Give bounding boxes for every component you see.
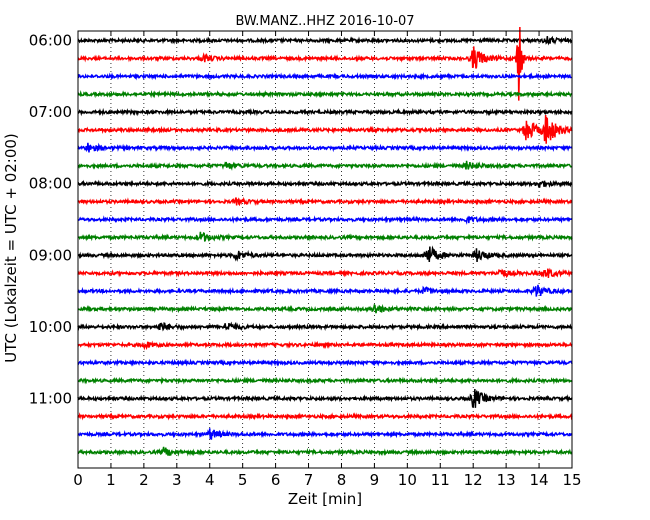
x-tick-label: 9 bbox=[370, 471, 380, 489]
seismic-trace bbox=[77, 340, 573, 351]
x-tick-label: 7 bbox=[304, 471, 314, 489]
seismic-trace bbox=[77, 179, 573, 189]
x-tick-label: 0 bbox=[73, 471, 83, 489]
seismic-trace bbox=[77, 245, 573, 262]
seismic-trace bbox=[77, 27, 573, 101]
seismic-trace bbox=[77, 358, 573, 367]
seismic-trace bbox=[77, 196, 573, 207]
x-tick-label: 5 bbox=[238, 471, 248, 489]
x-tick-label: 14 bbox=[530, 471, 549, 489]
seismic-trace bbox=[77, 35, 573, 46]
seismic-trace bbox=[77, 142, 573, 153]
seismic-trace bbox=[77, 389, 573, 408]
y-tick-label: 10:00 bbox=[29, 318, 72, 336]
seismic-trace bbox=[77, 231, 573, 242]
y-tick-label: 08:00 bbox=[29, 175, 72, 193]
seismic-trace bbox=[77, 303, 573, 314]
x-tick-label: 15 bbox=[562, 471, 581, 489]
seismic-trace bbox=[77, 267, 573, 278]
seismic-trace bbox=[77, 89, 573, 99]
seismic-trace bbox=[77, 321, 573, 332]
x-tick-label: 10 bbox=[398, 471, 417, 489]
y-axis: 06:00 07:00 08:00 09:00 10:00 11:00 bbox=[29, 32, 572, 408]
plot-frame bbox=[77, 30, 573, 469]
y-tick-label: 09:00 bbox=[29, 246, 72, 264]
seismic-trace bbox=[77, 215, 573, 225]
x-tick-label: 12 bbox=[464, 471, 483, 489]
x-tick-label: 1 bbox=[106, 471, 116, 489]
seismic-trace bbox=[77, 284, 573, 297]
chart-title: BW.MANZ..HHZ 2016-10-07 bbox=[235, 14, 414, 29]
seismic-trace bbox=[77, 160, 573, 171]
y-tick-label: 06:00 bbox=[29, 32, 72, 50]
y-tick-label: 11:00 bbox=[29, 390, 72, 408]
x-tick-label: 3 bbox=[172, 471, 182, 489]
x-tick-label: 6 bbox=[271, 471, 281, 489]
y-axis-label: UTC (Lokalzeit = UTC + 02:00) bbox=[2, 133, 20, 363]
grid-lines bbox=[110, 31, 540, 468]
x-axis-label: Zeit [min] bbox=[288, 490, 362, 508]
seismic-trace bbox=[77, 107, 573, 117]
seismic-trace bbox=[77, 71, 573, 81]
x-tick-label: 11 bbox=[431, 471, 450, 489]
x-tick-label: 8 bbox=[337, 471, 347, 489]
seismic-trace bbox=[77, 446, 573, 457]
trace-group bbox=[77, 27, 573, 457]
x-axis: 0 1 2 3 4 5 6 7 8 9 10 11 12 13 14 15 bbox=[73, 31, 582, 489]
x-tick-label: 13 bbox=[497, 471, 516, 489]
seismic-trace bbox=[77, 376, 573, 385]
seismic-trace bbox=[77, 428, 573, 440]
x-tick-label: 4 bbox=[205, 471, 215, 489]
x-tick-label: 2 bbox=[139, 471, 149, 489]
seismic-trace bbox=[77, 114, 573, 144]
seismic-trace bbox=[77, 412, 573, 421]
y-tick-label: 07:00 bbox=[29, 103, 72, 121]
